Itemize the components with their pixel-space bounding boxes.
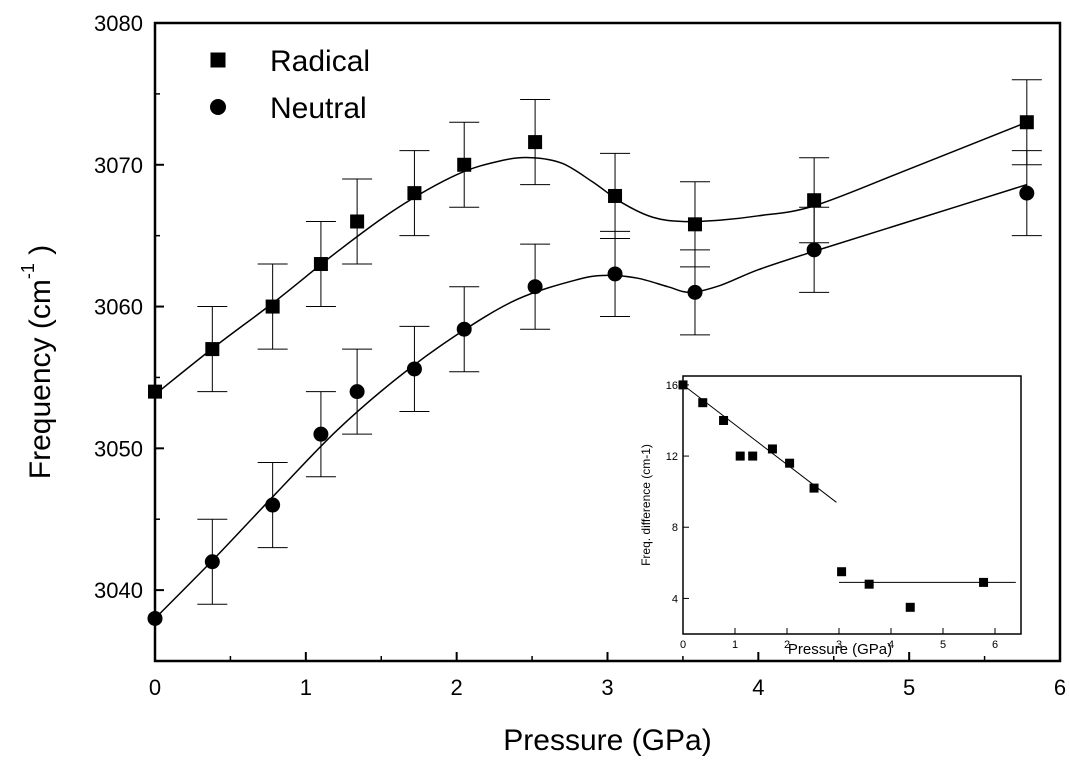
data-point-radical	[687, 217, 702, 232]
data-point-radical	[265, 299, 280, 314]
inset-data-point	[748, 451, 758, 461]
x-tick-label: 5	[903, 675, 915, 700]
y-tick-label: 3050	[94, 436, 143, 461]
inset-data-point	[719, 415, 729, 425]
inset-data-point	[809, 483, 819, 493]
fit-curve-neutral	[154, 183, 1028, 619]
inset-y-tick-label: 4	[672, 593, 678, 605]
x-tick-label: 6	[1054, 675, 1066, 700]
data-point-radical	[608, 188, 623, 203]
x-tick-label: 3	[601, 675, 613, 700]
inset-data-point	[735, 451, 745, 461]
inset-data-point	[767, 444, 777, 454]
data-point-radical	[313, 257, 328, 272]
inset-y-tick-label: 12	[666, 451, 678, 463]
data-point-neutral	[527, 279, 543, 295]
y-axis-title: Frequency (cm-1 )	[18, 245, 57, 479]
data-point-radical	[407, 186, 422, 201]
inset-data-point	[698, 398, 708, 408]
data-point-radical	[528, 135, 543, 150]
legend-label-radical: Radical	[270, 45, 370, 78]
inset-fit-line	[682, 384, 837, 503]
fit-curve-radical	[154, 121, 1028, 396]
series-neutral	[147, 150, 1042, 626]
data-point-neutral	[687, 284, 703, 300]
data-point-neutral	[406, 361, 422, 377]
data-point-neutral	[607, 266, 623, 282]
inset-y-axis-title: Freq. difference (cm-1)	[639, 444, 653, 566]
inset-y-tick-label: 16	[666, 380, 678, 392]
y-tick-label: 3070	[94, 153, 143, 178]
x-tick-label: 4	[752, 675, 764, 700]
x-tick-label: 2	[451, 675, 463, 700]
y-tick-label: 3080	[94, 11, 143, 36]
series-radical	[148, 79, 1042, 399]
legend-marker-radical	[210, 52, 226, 68]
data-point-neutral	[265, 497, 281, 513]
data-point-neutral	[1019, 185, 1035, 201]
inset-data-point	[785, 458, 795, 468]
inset-x-tick-label: 6	[992, 639, 998, 651]
y-tick-label: 3040	[94, 578, 143, 603]
data-point-neutral	[313, 426, 329, 442]
data-point-neutral	[204, 554, 220, 570]
inset-y-tick-label: 8	[672, 522, 678, 534]
inset-data-point	[979, 577, 989, 587]
data-point-radical	[457, 157, 472, 172]
inset-data-point	[905, 602, 915, 612]
inset-x-tick-label: 0	[680, 639, 686, 651]
x-axis-title: Pressure (GPa)	[503, 724, 711, 757]
inset-data-point	[837, 567, 847, 577]
y-tick-label: 3060	[94, 295, 143, 320]
x-tick-label: 0	[149, 675, 161, 700]
inset-x-tick-label: 5	[940, 639, 946, 651]
data-point-neutral	[349, 384, 365, 400]
data-point-radical	[205, 342, 220, 357]
inset-x-tick-label: 4	[888, 639, 894, 651]
inset-x-tick-label: 3	[836, 639, 842, 651]
data-point-radical	[1019, 115, 1034, 130]
legend: Radical Neutral	[210, 45, 370, 125]
inset-data-point	[864, 579, 874, 589]
data-point-radical	[350, 214, 365, 229]
inset-data-point	[678, 380, 688, 390]
legend-label-neutral: Neutral	[270, 92, 367, 125]
inset-x-tick-label: 2	[784, 639, 790, 651]
data-point-neutral	[147, 610, 163, 626]
x-tick-label: 1	[300, 675, 312, 700]
data-point-radical	[807, 193, 822, 208]
inset-x-tick-label: 1	[732, 639, 738, 651]
data-point-radical	[148, 384, 162, 399]
inset-x-axis-title: Pressure (GPa)	[788, 641, 892, 658]
legend-marker-neutral	[210, 99, 226, 115]
inset-frame	[682, 375, 1022, 635]
data-point-neutral	[456, 321, 472, 337]
data-point-neutral	[806, 242, 822, 258]
